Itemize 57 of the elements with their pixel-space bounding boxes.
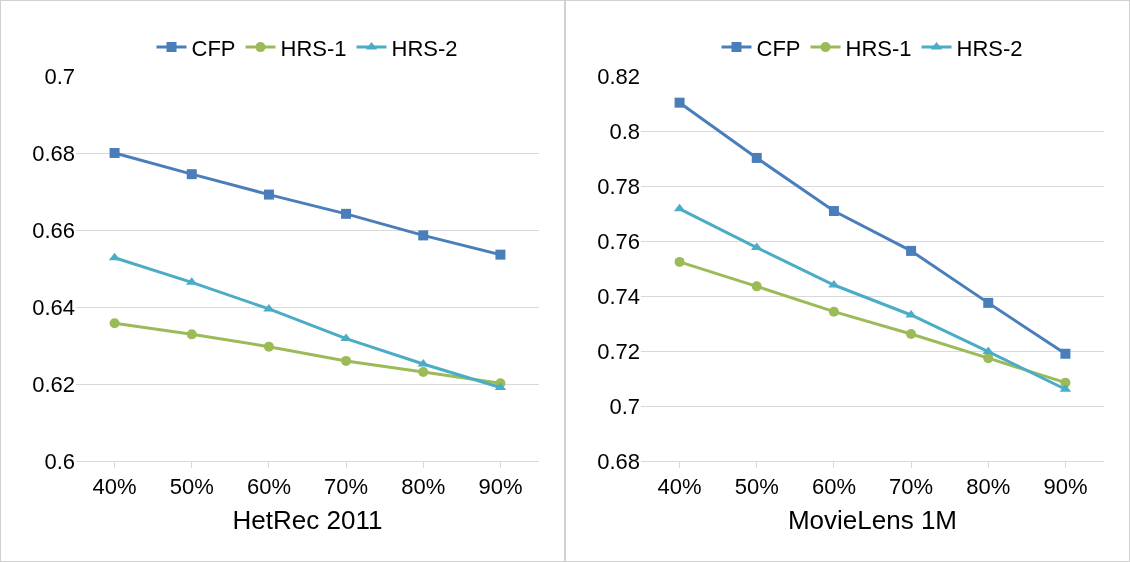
y-tick-label: 0.78 [597,173,640,199]
point [906,245,917,256]
x-tick-label: 80% [966,474,1011,500]
x-tick-label: 70% [324,474,369,500]
point [983,353,994,364]
x-tick-label: 40% [657,474,702,500]
point [109,148,120,158]
y-tick-label: 0.82 [597,63,640,89]
point [186,329,197,340]
y-tick-label: 0.68 [597,448,640,474]
point [263,189,274,200]
point [674,97,685,108]
point [1060,348,1071,359]
y-tick-label: 0.62 [32,371,75,397]
y-tick-label: 0.7 [609,393,640,419]
x-axis-title: MovieLens 1M [787,505,958,536]
point [828,306,839,317]
y-tick-label: 0.6 [44,448,75,474]
x-tick-label: 50% [169,474,214,500]
point [418,230,429,241]
x-tick-label: 80% [401,474,446,500]
x-tick-label: 70% [889,474,934,500]
point [418,367,429,378]
point [751,281,762,292]
point [495,249,506,260]
point [186,169,197,180]
y-tick-label: 0.74 [597,283,640,309]
x-tick-label: 90% [478,474,523,500]
x-tick-label: 60% [246,474,291,500]
y-tick-label: 0.7 [44,63,75,89]
y-tick-label: 0.68 [32,140,75,166]
point [341,208,352,219]
x-tick-label: 40% [92,474,137,500]
x-tick-label: 90% [1043,474,1088,500]
point [340,333,352,342]
y-tick-label: 0.64 [32,294,75,320]
point [109,318,120,329]
y-tick-label: 0.66 [32,217,75,243]
legend-label: CFP [756,35,801,61]
y-tick-label: 0.76 [597,228,640,254]
x-tick-label: 50% [734,474,779,500]
legend-label: HRS-2 [391,35,458,61]
legend-label: HRS-2 [956,35,1023,61]
point [263,341,274,352]
legend-label: HRS-1 [845,35,912,61]
y-tick-label: 0.72 [597,338,640,364]
point [674,256,685,267]
point [983,297,994,308]
legend-label: CFP [191,35,236,61]
legend-label: HRS-1 [280,35,347,61]
y-tick-label: 0.8 [609,118,640,144]
point [906,328,917,339]
x-tick-label: 60% [811,474,856,500]
x-axis-title: HetRec 2011 [232,505,383,536]
point [341,355,352,366]
point [751,152,762,163]
point [828,206,839,217]
